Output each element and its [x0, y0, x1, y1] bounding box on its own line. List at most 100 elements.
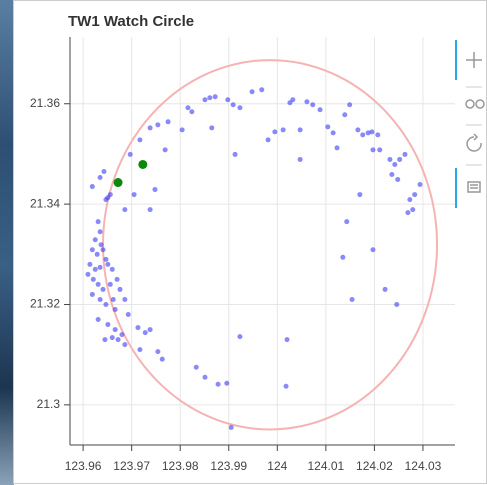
point	[148, 125, 153, 130]
point	[132, 192, 137, 197]
point	[389, 172, 394, 177]
point	[202, 375, 207, 380]
point	[344, 219, 349, 224]
point	[108, 192, 113, 197]
point	[229, 425, 234, 430]
point	[377, 147, 382, 152]
point	[209, 125, 214, 130]
x-tick-label: 123.96	[65, 459, 102, 473]
point	[231, 102, 236, 107]
point	[110, 335, 115, 340]
point	[370, 247, 375, 252]
point	[397, 157, 402, 162]
point	[259, 87, 264, 92]
point	[98, 229, 103, 234]
y-tick-label: 21.36	[30, 96, 60, 110]
y-tick-label: 21.32	[30, 297, 60, 311]
point	[395, 177, 400, 182]
point	[126, 312, 131, 317]
point	[194, 365, 199, 370]
point	[155, 122, 160, 127]
point	[101, 169, 106, 174]
point	[347, 102, 352, 107]
point	[370, 147, 375, 152]
point	[90, 292, 95, 297]
point	[90, 247, 95, 252]
page: TW1 Watch Circle 21.3 21.32 21.34 21.36 123.…	[0, 0, 487, 485]
point	[375, 132, 380, 137]
point	[304, 99, 309, 104]
point	[96, 282, 101, 287]
point	[310, 102, 315, 107]
x-tick-label: 123.98	[162, 459, 199, 473]
point	[101, 247, 106, 252]
point	[137, 137, 142, 142]
point	[213, 94, 218, 99]
point	[113, 307, 118, 312]
point	[163, 147, 168, 152]
point	[284, 384, 289, 389]
point	[237, 105, 242, 110]
x-tick-label: 124	[267, 459, 287, 473]
point	[318, 107, 323, 112]
point	[128, 152, 133, 157]
point	[180, 127, 185, 132]
point	[119, 332, 124, 337]
x-tick-label: 123.99	[210, 459, 247, 473]
point	[98, 265, 103, 270]
point	[342, 112, 347, 117]
x-tick-label: 124.03	[405, 459, 442, 473]
point	[103, 302, 108, 307]
x-tick-label: 124.02	[356, 459, 393, 473]
point	[225, 97, 230, 102]
point	[335, 145, 340, 150]
point	[387, 157, 392, 162]
point	[340, 255, 345, 260]
point	[143, 330, 148, 335]
point	[383, 287, 388, 292]
point	[392, 162, 397, 167]
point	[85, 272, 90, 277]
point	[325, 124, 330, 129]
point	[394, 302, 399, 307]
point	[407, 197, 412, 202]
point	[369, 129, 374, 134]
point	[105, 262, 110, 267]
point	[122, 207, 127, 212]
point	[98, 175, 103, 180]
point	[118, 287, 123, 292]
point	[360, 132, 365, 137]
point	[99, 242, 104, 247]
point	[402, 152, 407, 157]
point	[298, 127, 303, 132]
point	[148, 207, 153, 212]
point	[285, 337, 290, 342]
point	[405, 210, 410, 215]
point	[207, 95, 212, 100]
point	[103, 197, 108, 202]
point	[410, 207, 415, 212]
point	[96, 219, 101, 224]
point	[357, 192, 362, 197]
point	[103, 257, 108, 262]
y-tick-label: 21.3	[37, 397, 61, 411]
point	[189, 109, 194, 114]
point	[355, 127, 360, 132]
point	[110, 267, 115, 272]
point	[418, 182, 423, 187]
point	[224, 381, 229, 386]
x-tick-label: 124.01	[308, 459, 345, 473]
point	[91, 277, 96, 282]
y-tick-label: 21.34	[30, 196, 60, 210]
point	[185, 105, 190, 110]
panel	[14, 1, 487, 484]
point	[290, 97, 295, 102]
point	[412, 192, 417, 197]
chart-title: TW1 Watch Circle	[68, 13, 194, 30]
point	[331, 130, 336, 135]
point	[111, 297, 116, 302]
point	[93, 267, 98, 272]
point	[96, 317, 101, 322]
point	[148, 327, 153, 332]
point	[101, 287, 106, 292]
